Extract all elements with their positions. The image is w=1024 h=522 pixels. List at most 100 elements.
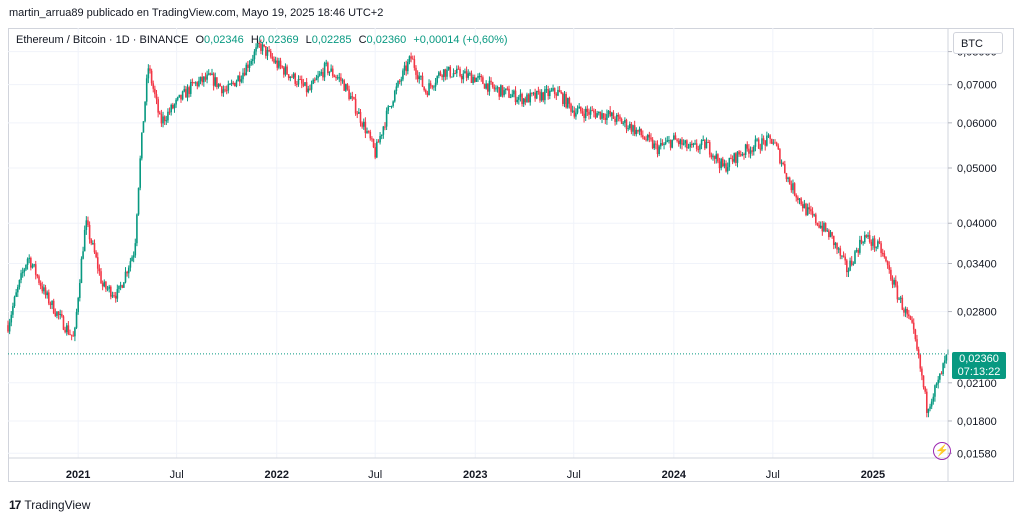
candle-body: [253, 51, 256, 60]
candle-body: [167, 111, 169, 121]
candle-body: [627, 128, 629, 130]
candle-body: [271, 56, 274, 59]
candle-body: [446, 69, 448, 77]
candle-body: [532, 92, 535, 94]
candle-body: [635, 129, 638, 135]
candle-body: [426, 92, 429, 96]
candle-body: [852, 263, 855, 265]
candle-body: [573, 110, 576, 117]
candle-body: [581, 111, 584, 114]
candle-body: [111, 295, 114, 297]
candle-body: [336, 77, 339, 79]
lightning-icon[interactable]: ⚡: [933, 442, 951, 460]
candle-body: [860, 239, 863, 243]
candle-body: [346, 84, 349, 90]
candle-body: [480, 75, 483, 78]
candle-body: [119, 285, 122, 287]
candle-body: [341, 80, 344, 82]
x-tick-label: Jul: [766, 469, 780, 481]
candle-body: [775, 142, 778, 146]
candle-body: [103, 281, 106, 287]
candle-body: [563, 93, 566, 104]
candle-body: [428, 83, 430, 96]
candle-body: [885, 256, 887, 262]
x-tick-label: 2021: [66, 469, 90, 481]
currency-selector[interactable]: BTC: [953, 32, 1003, 54]
y-tick-label: 0,05000: [957, 163, 997, 175]
candle-body: [256, 42, 259, 48]
candle-body: [395, 86, 398, 91]
candle-body: [323, 63, 326, 78]
candle-body: [392, 101, 394, 106]
candle-body: [766, 135, 768, 146]
candle-body: [222, 89, 225, 94]
candle-body: [558, 89, 561, 93]
candle-body: [286, 66, 288, 75]
candle-body: [534, 92, 536, 99]
candle-body: [784, 164, 786, 174]
candle-body: [772, 142, 775, 144]
candle-body: [436, 76, 439, 83]
candle-body: [555, 94, 558, 96]
candle-body: [207, 73, 210, 75]
candle-body: [82, 251, 84, 259]
candle-body: [79, 283, 81, 298]
candle-body: [317, 75, 319, 79]
candle-body: [743, 153, 745, 155]
candle-body: [318, 73, 321, 76]
candle-body: [265, 46, 267, 56]
candle-body: [367, 131, 370, 133]
x-tick-label: 2024: [662, 469, 687, 481]
candle-body: [823, 223, 825, 232]
candle-body: [75, 312, 78, 328]
candle-body: [542, 92, 545, 101]
candle-body: [738, 151, 740, 155]
candle-body: [922, 375, 925, 388]
candle-body: [819, 225, 822, 228]
candle-body: [790, 184, 793, 191]
candle-body: [273, 58, 275, 63]
candle-body: [875, 247, 877, 249]
candle-body: [659, 143, 662, 147]
candle-body: [333, 75, 336, 77]
candle-body: [191, 81, 194, 83]
candle-body: [371, 138, 373, 140]
candle-body: [501, 85, 504, 96]
candle-body: [407, 61, 409, 72]
candle-body: [261, 44, 264, 51]
candle-body: [798, 198, 801, 201]
candle-body: [620, 119, 623, 124]
candle-body: [721, 158, 724, 167]
candle-body: [292, 73, 295, 78]
candle-body: [162, 116, 164, 124]
y-tick-label: 0,03400: [957, 258, 997, 270]
candle-body: [816, 222, 819, 225]
candle-body: [131, 257, 133, 262]
candle-body: [338, 77, 341, 79]
candle-body: [509, 97, 512, 99]
y-tick-label: 0,04000: [957, 218, 997, 230]
candle-body: [597, 111, 600, 114]
chart-frame[interactable]: [8, 28, 1014, 482]
symbol-name[interactable]: Ethereum / Bitcoin · 1D · BINANCE: [16, 34, 189, 46]
candle-body: [925, 391, 928, 413]
candle-body: [72, 335, 75, 337]
candle-body: [410, 56, 412, 59]
candle-body: [728, 157, 731, 168]
candle-body: [36, 274, 39, 277]
candle-body: [83, 229, 86, 252]
candle-body: [26, 258, 29, 265]
candle-body: [754, 139, 757, 147]
candle-body: [10, 314, 13, 323]
candle-body: [470, 73, 473, 83]
candle-body: [806, 207, 809, 216]
candle-body: [31, 265, 34, 268]
candle-body: [594, 112, 597, 118]
tradingview-logo[interactable]: 17 TradingView: [9, 498, 90, 512]
candle-body: [713, 155, 716, 159]
candle-body: [540, 92, 543, 101]
candle-body: [748, 148, 750, 154]
candle-body: [433, 86, 435, 88]
candle-body: [846, 260, 848, 273]
